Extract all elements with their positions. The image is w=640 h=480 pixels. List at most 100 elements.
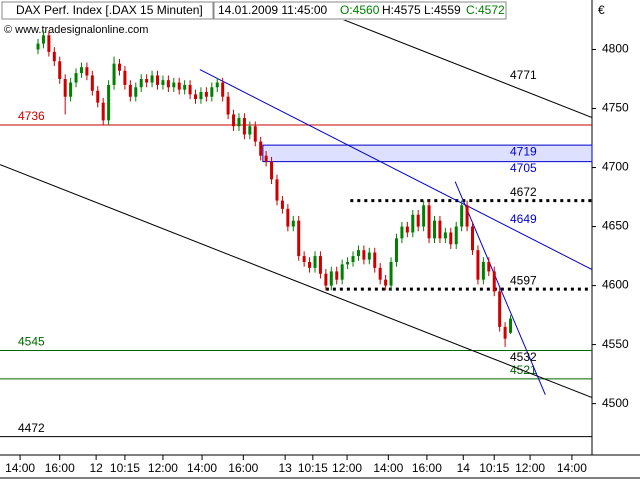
candle-body bbox=[449, 232, 453, 245]
candle-body bbox=[226, 96, 230, 115]
candle-body bbox=[394, 238, 398, 262]
candle-body bbox=[318, 256, 322, 274]
candle-body bbox=[107, 84, 111, 121]
candle-body bbox=[177, 82, 181, 90]
trendline bbox=[454, 181, 546, 395]
candle-body bbox=[471, 226, 475, 251]
candle-body bbox=[69, 82, 73, 97]
candle-body bbox=[41, 35, 45, 44]
candle-body bbox=[139, 79, 143, 88]
candle-body bbox=[297, 220, 301, 257]
currency: € bbox=[598, 3, 605, 17]
quote-label: C:4572 bbox=[466, 3, 505, 17]
candle-body bbox=[291, 220, 295, 227]
candle-body bbox=[340, 264, 344, 280]
trendline bbox=[342, 20, 592, 118]
candle-body bbox=[63, 79, 67, 97]
quote-label: O:4560 bbox=[340, 3, 380, 17]
candle-body bbox=[487, 261, 491, 272]
candle-body bbox=[74, 73, 78, 83]
candle-body bbox=[362, 250, 366, 260]
level-label: 4597 bbox=[510, 273, 537, 287]
x-tick-label: 10:15 bbox=[479, 461, 509, 475]
candle-body bbox=[378, 267, 382, 280]
level-label: 4736 bbox=[18, 109, 45, 123]
quote-label: H:4575 bbox=[382, 3, 421, 17]
candle-body bbox=[128, 84, 132, 97]
candle-body bbox=[346, 261, 350, 265]
line-label: 4532 bbox=[510, 350, 537, 364]
x-tick-label: 14:00 bbox=[557, 461, 587, 475]
candle-body bbox=[183, 84, 187, 90]
level-label: 4672 bbox=[510, 185, 537, 199]
candle-body bbox=[335, 271, 339, 280]
candle-body bbox=[438, 220, 442, 239]
candle-body bbox=[270, 161, 274, 180]
quote-label: L:4559 bbox=[424, 3, 461, 17]
candle-body bbox=[215, 82, 219, 88]
candle-body bbox=[356, 250, 360, 257]
candle-body bbox=[145, 79, 149, 83]
candle-body bbox=[313, 256, 317, 268]
candle-body bbox=[237, 117, 241, 127]
candle-body bbox=[199, 92, 203, 100]
trendline bbox=[199, 69, 592, 270]
y-tick-label: 4500 bbox=[602, 396, 629, 410]
candle-body bbox=[373, 252, 377, 268]
copyright: © www.tradesignalonline.com bbox=[4, 24, 148, 36]
datetime: 14.01.2009 11:45:00 bbox=[218, 3, 328, 17]
candle-body bbox=[36, 43, 40, 50]
level-label: 4472 bbox=[18, 421, 45, 435]
title-box bbox=[1, 1, 214, 20]
x-tick-label: 16:00 bbox=[228, 461, 258, 475]
candle-body bbox=[427, 205, 431, 239]
line-label: 4649 bbox=[510, 212, 537, 226]
y-tick-label: 4800 bbox=[602, 42, 629, 56]
candle-body bbox=[405, 226, 409, 233]
x-tick-label: 12:00 bbox=[148, 461, 178, 475]
candle-body bbox=[101, 102, 105, 121]
candle-body bbox=[58, 61, 62, 80]
x-tick-label: 12:00 bbox=[332, 461, 362, 475]
candle-body bbox=[156, 75, 160, 85]
chart-title: DAX Perf. Index [.DAX 15 Minuten] bbox=[16, 3, 203, 17]
candle-body bbox=[454, 226, 458, 245]
x-tick-label: 16:00 bbox=[45, 461, 75, 475]
candle-body bbox=[221, 82, 225, 97]
candle-body bbox=[150, 75, 154, 83]
candle-body bbox=[253, 126, 257, 142]
candle-body bbox=[90, 75, 94, 91]
candle-body bbox=[503, 326, 507, 339]
candle-body bbox=[481, 261, 485, 280]
candle-body bbox=[280, 200, 284, 209]
candle-body bbox=[210, 87, 214, 97]
y-tick-label: 4650 bbox=[602, 219, 629, 233]
candle-body bbox=[308, 261, 312, 268]
candle-body bbox=[275, 179, 279, 201]
candle-body bbox=[384, 279, 388, 286]
candle-body bbox=[286, 208, 290, 227]
candle-body bbox=[465, 205, 469, 227]
candle-body bbox=[232, 114, 236, 127]
x-tick-label: 12 bbox=[89, 461, 103, 475]
candle-body bbox=[492, 271, 496, 292]
candle-body bbox=[389, 261, 393, 286]
candle-body bbox=[400, 226, 404, 239]
x-tick-label: 14:00 bbox=[187, 461, 217, 475]
candle-body bbox=[411, 214, 415, 233]
x-tick-label: 14 bbox=[457, 461, 471, 475]
candle-body bbox=[161, 80, 165, 85]
candle-body bbox=[498, 291, 502, 327]
candle-body bbox=[52, 51, 56, 62]
x-tick-label: 13 bbox=[278, 461, 292, 475]
candle-body bbox=[248, 126, 252, 135]
candle-body bbox=[188, 84, 192, 95]
y-tick-label: 4550 bbox=[602, 337, 629, 351]
x-tick-label: 14:00 bbox=[373, 461, 403, 475]
candle-body bbox=[134, 87, 138, 97]
x-tick-label: 16:00 bbox=[412, 461, 442, 475]
candle-body bbox=[204, 92, 208, 97]
candle-body bbox=[443, 232, 447, 239]
